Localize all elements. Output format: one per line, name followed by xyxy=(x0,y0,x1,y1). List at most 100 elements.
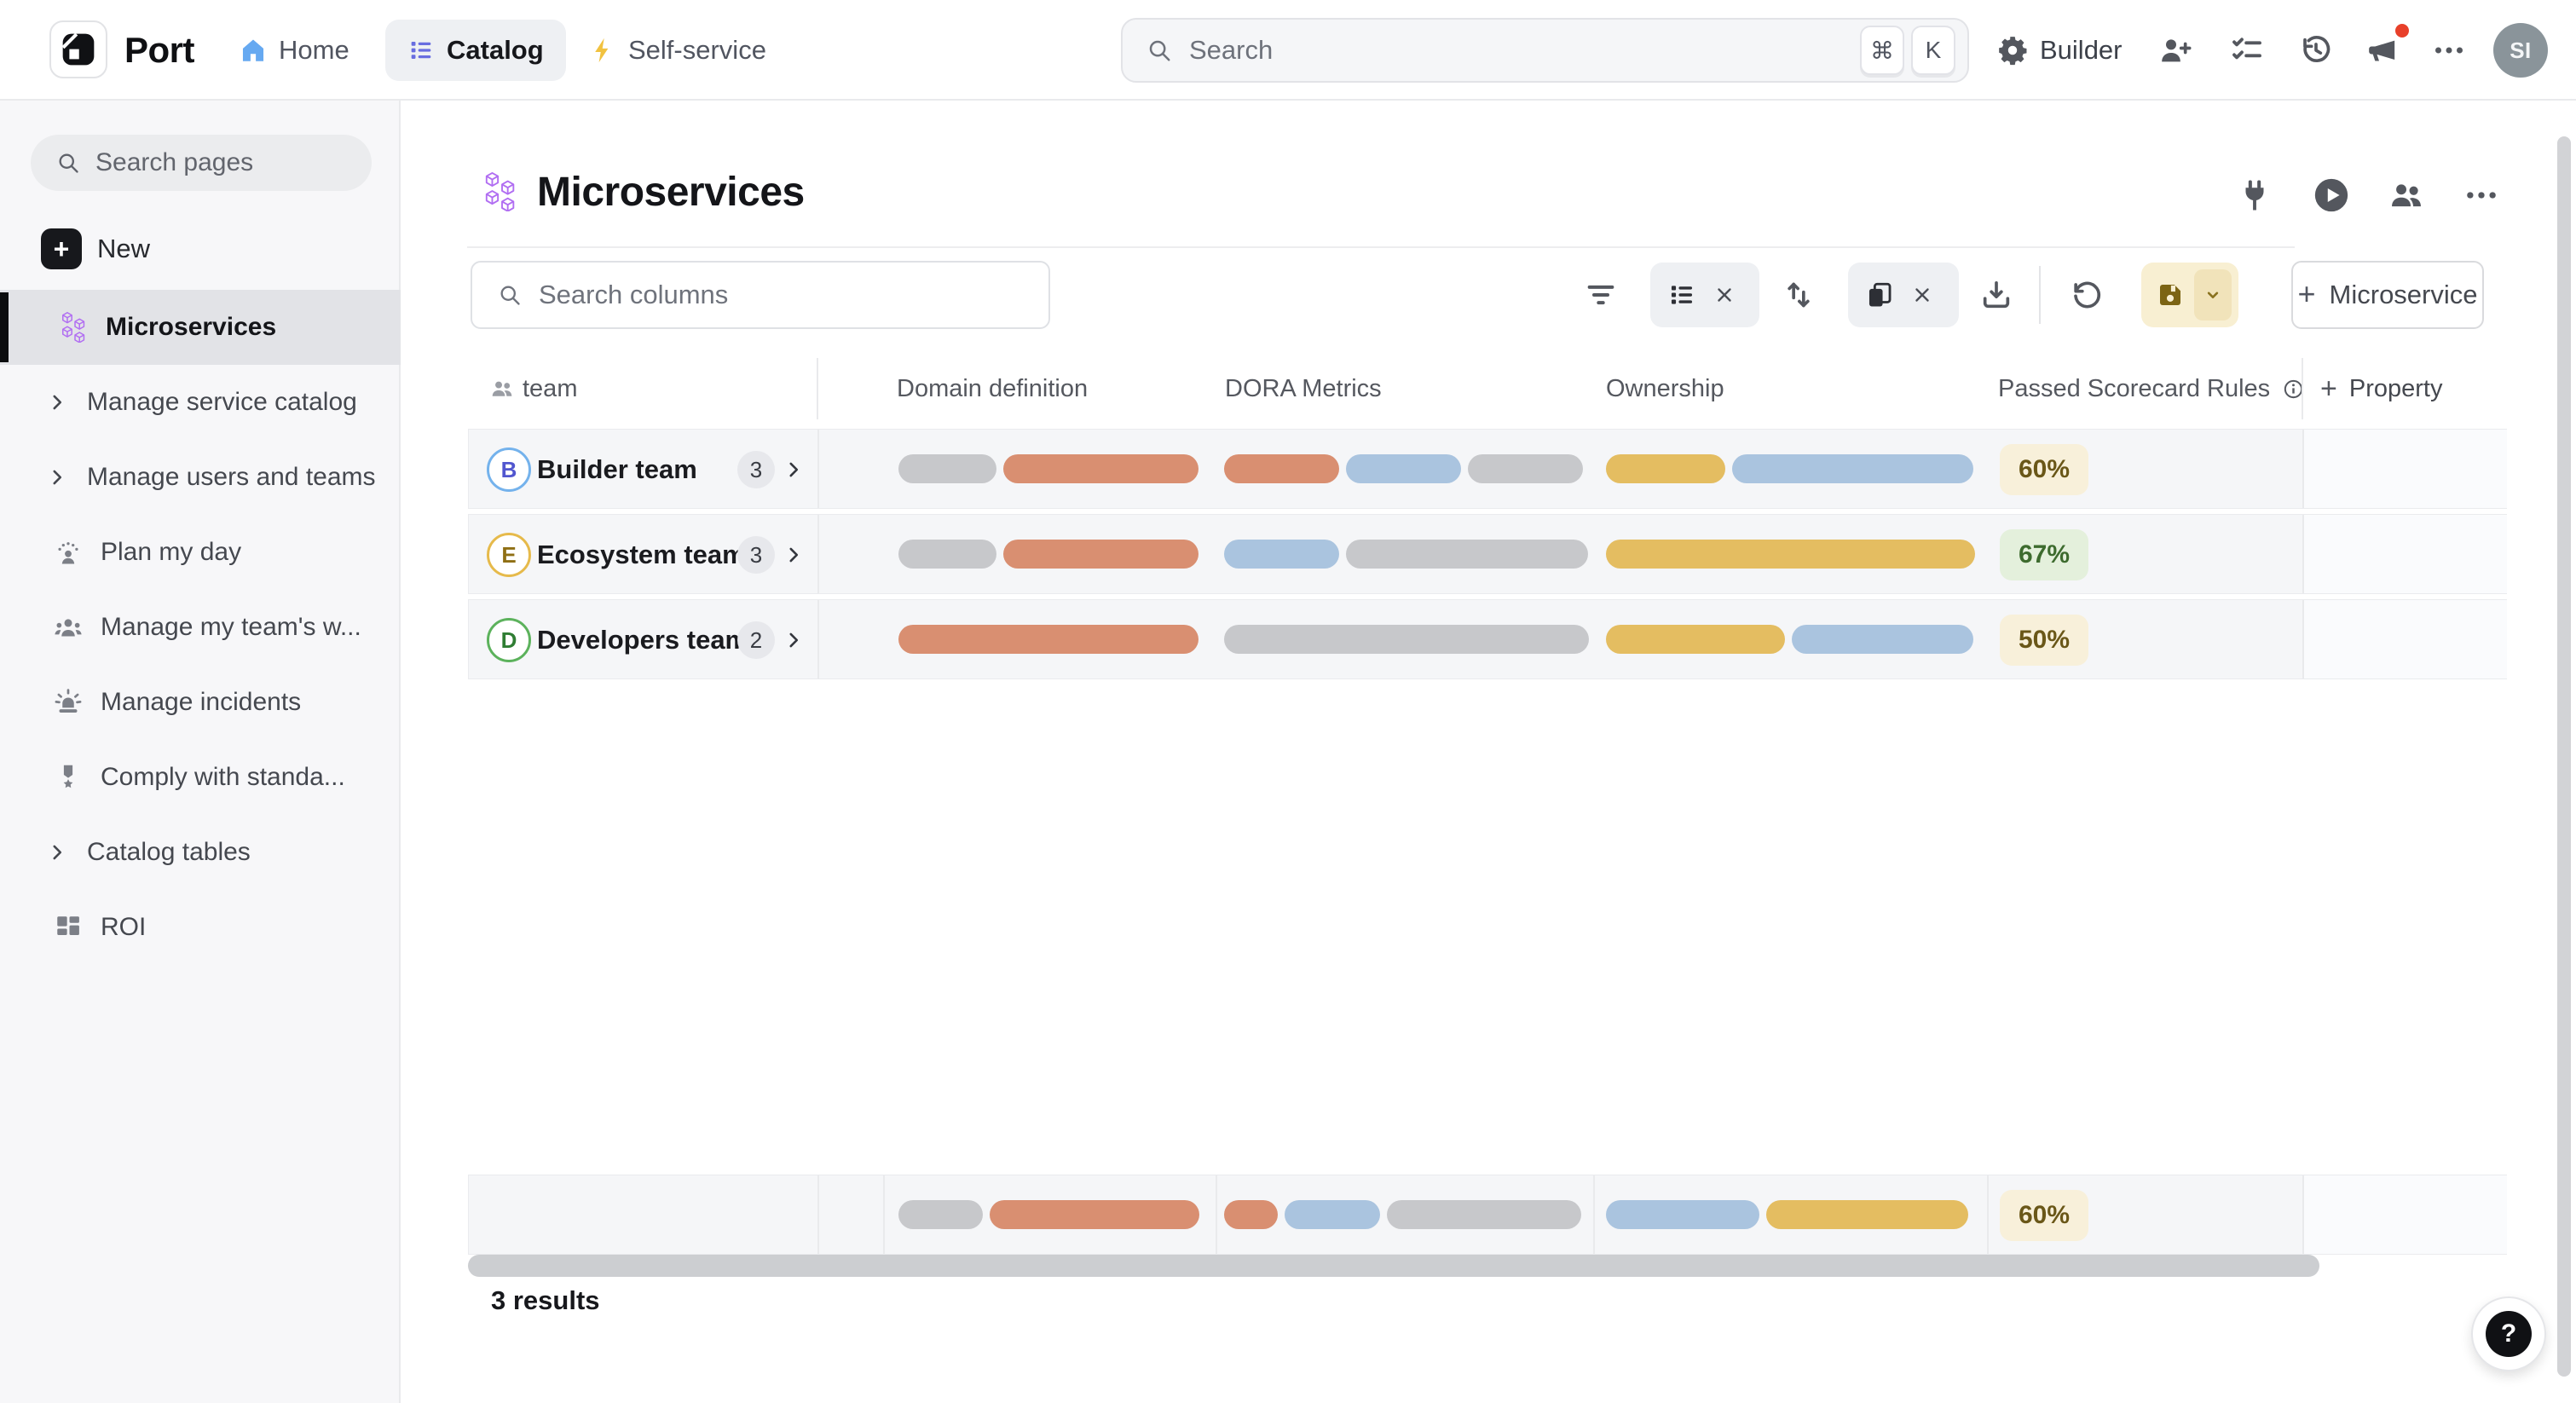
sidebar-item-label: Comply with standa... xyxy=(101,763,345,791)
ownership-cell xyxy=(1606,625,1973,654)
sidebar-new-button[interactable]: + New xyxy=(0,218,401,280)
property-cell xyxy=(2302,430,2507,508)
column-team-label: team xyxy=(523,374,578,402)
horizontal-scrollbar[interactable] xyxy=(468,1255,2319,1277)
sidebar-item-label: Manage incidents xyxy=(101,688,302,716)
column-team[interactable]: team xyxy=(490,358,577,419)
expand-row-icon[interactable] xyxy=(783,629,805,651)
sidebar-item-plan-my-day[interactable]: Plan my day xyxy=(0,515,401,590)
tab-catalog[interactable]: Catalog xyxy=(385,20,566,81)
progress-pill-yellow xyxy=(1606,540,1975,569)
sort-icon[interactable] xyxy=(1782,278,1816,312)
announcements-icon[interactable] xyxy=(2365,33,2400,67)
sidebar-item-manage-users-and-teams[interactable]: Manage users and teams xyxy=(0,440,401,515)
domain-definition-cell xyxy=(898,625,1198,654)
sidebar-item-microservices[interactable]: Microservices xyxy=(0,290,401,365)
group-by-active-button[interactable] xyxy=(1650,263,1759,327)
progress-pill-gray xyxy=(1224,625,1589,654)
domain-definition-cell xyxy=(898,540,1198,569)
sidebar-item-manage-service-catalog[interactable]: Manage service catalog xyxy=(0,365,401,440)
play-icon[interactable] xyxy=(2312,176,2351,215)
sidebar-search-input[interactable]: Search pages xyxy=(31,135,372,191)
expand-row-icon[interactable] xyxy=(783,459,805,481)
clear-icon[interactable] xyxy=(1713,284,1736,306)
table-header: team Domain definition DORA Metrics Owne… xyxy=(468,358,2507,419)
save-view-button[interactable] xyxy=(2141,263,2238,327)
property-cell xyxy=(2302,600,2507,678)
sidebar-item-label: Manage my team's w... xyxy=(101,613,361,641)
chevron-icon xyxy=(46,841,68,863)
clear-icon[interactable] xyxy=(1911,284,1933,306)
column-divider xyxy=(817,358,818,419)
tab-home[interactable]: Home xyxy=(239,0,349,101)
lightning-icon xyxy=(588,36,617,65)
sidebar-item-manage-incidents[interactable]: Manage incidents xyxy=(0,665,401,740)
global-search-placeholder: Search xyxy=(1189,35,1274,65)
progress-pill-blue xyxy=(1732,454,1973,483)
history-icon[interactable] xyxy=(2299,33,2333,67)
team-name[interactable]: Builder team xyxy=(537,454,697,484)
add-property-button[interactable]: + Property xyxy=(2320,358,2442,419)
column-passed-scorecard-rules[interactable]: Passed Scorecard Rules xyxy=(1998,358,2305,419)
search-columns-input[interactable]: Search columns xyxy=(471,261,1050,329)
port-logo[interactable] xyxy=(49,20,107,78)
more-options-icon[interactable] xyxy=(2432,33,2466,67)
progress-pill-blue xyxy=(1792,625,1973,654)
team-icon[interactable] xyxy=(2388,177,2424,213)
page-more-icon[interactable] xyxy=(2463,177,2499,213)
help-button[interactable]: ? xyxy=(2471,1296,2546,1371)
sidebar-item-label: Manage users and teams xyxy=(87,463,376,491)
tab-self-service[interactable]: Self-service xyxy=(588,0,766,101)
team-name[interactable]: Ecosystem team xyxy=(537,540,746,569)
vertical-scrollbar[interactable] xyxy=(2557,136,2571,1377)
chevron-icon xyxy=(46,466,68,488)
plug-icon[interactable] xyxy=(2237,177,2273,213)
download-icon[interactable] xyxy=(1979,278,2013,312)
global-search-input[interactable]: Search ⌘ K xyxy=(1121,18,1969,83)
filter-icon[interactable] xyxy=(1584,278,1618,312)
team-avatar: B xyxy=(487,447,531,492)
expand-row-icon[interactable] xyxy=(783,544,805,566)
cell-divider xyxy=(1216,1175,1217,1254)
dora-metrics-cell xyxy=(1224,540,1588,569)
table-row-builder-team[interactable]: B Builder team 3 60% xyxy=(468,429,2507,509)
invite-user-icon[interactable] xyxy=(2158,33,2192,67)
sidebar-item-roi[interactable]: ROI xyxy=(0,890,401,965)
column-ownership-label: Ownership xyxy=(1606,374,1724,402)
catalog-icon xyxy=(407,37,435,64)
dora-metrics-cell xyxy=(1224,454,1583,483)
sidebar-item-label: Manage service catalog xyxy=(87,388,357,416)
save-options-button[interactable] xyxy=(2194,269,2232,320)
progress-pill-yellow xyxy=(1606,625,1785,654)
roi-grid-icon xyxy=(53,912,84,943)
builder-button[interactable]: Builder xyxy=(1996,0,2123,101)
column-ownership[interactable]: Ownership xyxy=(1606,358,1724,419)
sidebar-item-comply-with-standa[interactable]: Comply with standa... xyxy=(0,740,401,815)
undo-icon[interactable] xyxy=(2070,278,2104,312)
team-name[interactable]: Developers team xyxy=(537,625,749,655)
tab-home-label: Home xyxy=(279,35,349,65)
column-domain-definition[interactable]: Domain definition xyxy=(897,358,1088,419)
sidebar-item-catalog-tables[interactable]: Catalog tables xyxy=(0,815,401,890)
search-shortcut: ⌘ K xyxy=(1860,26,1955,75)
column-dora-metrics[interactable]: DORA Metrics xyxy=(1225,358,1382,419)
tab-catalog-label: Catalog xyxy=(447,35,544,65)
chevron-icon xyxy=(46,391,68,413)
scorecard-summary-badge: 60% xyxy=(2000,1190,2089,1241)
add-microservice-button[interactable]: + Microservice xyxy=(2291,261,2484,329)
grouping-active-button[interactable] xyxy=(1848,263,1959,327)
progress-pill-salmon xyxy=(990,1200,1199,1229)
list-view-icon xyxy=(1667,280,1696,309)
progress-pill-blue xyxy=(1285,1200,1380,1229)
sidebar-search-placeholder: Search pages xyxy=(95,148,254,176)
tasks-icon[interactable] xyxy=(2230,33,2264,67)
progress-pill-salmon xyxy=(1003,454,1198,483)
progress-pill-gray xyxy=(898,454,996,483)
sidebar-item-manage-my-team-s-w[interactable]: Manage my team's w... xyxy=(0,590,401,665)
user-avatar[interactable]: SI xyxy=(2493,23,2548,78)
table-row-ecosystem-team[interactable]: E Ecosystem team 3 67% xyxy=(468,514,2507,594)
add-microservice-label: Microservice xyxy=(2329,280,2478,309)
table-row-developers-team[interactable]: D Developers team 2 50% xyxy=(468,599,2507,679)
microservices-icon xyxy=(482,172,522,211)
